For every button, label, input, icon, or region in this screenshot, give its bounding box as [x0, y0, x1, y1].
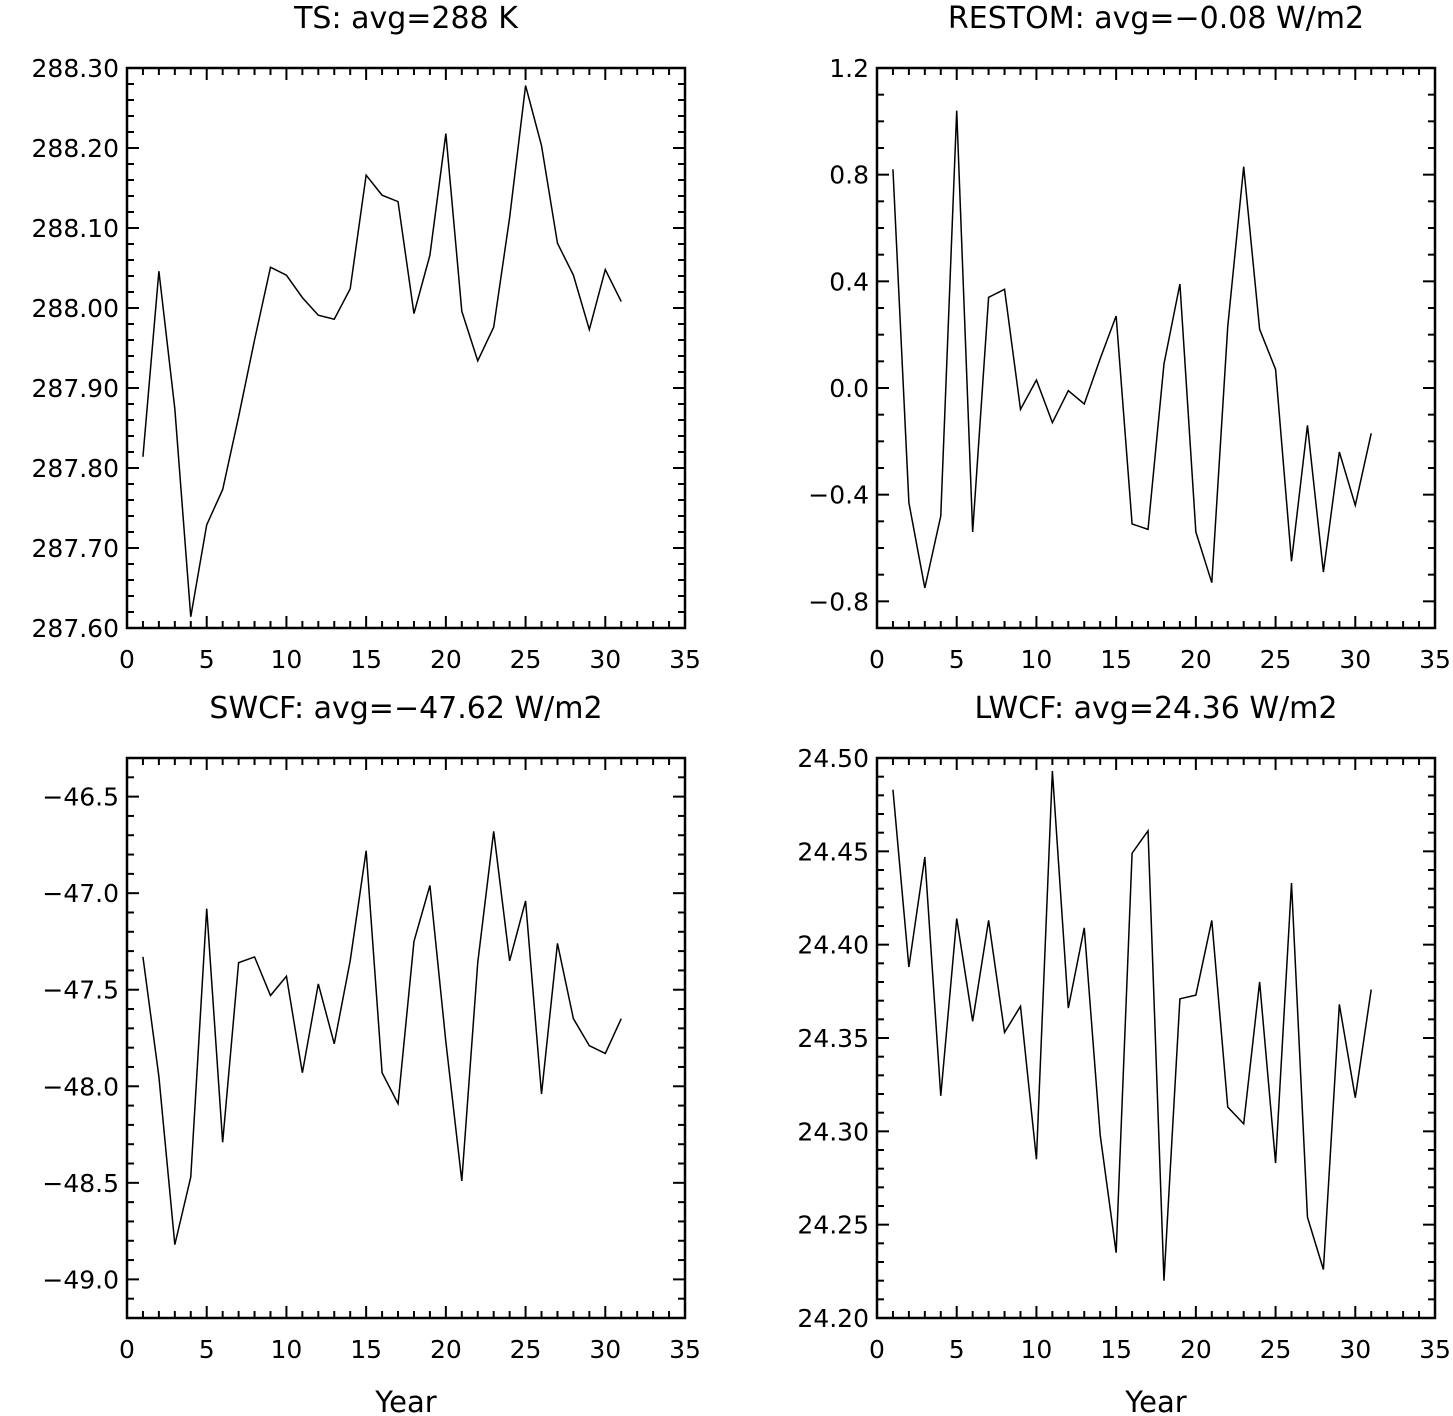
- restom-y-tick-label: 0.4: [829, 267, 869, 296]
- lwcf-x-axis-label: Year: [1124, 1385, 1186, 1416]
- lwcf-x-tick-label: 20: [1180, 1335, 1212, 1364]
- lwcf-title: LWCF: avg=24.36 W/m2: [975, 691, 1338, 726]
- lwcf-x-tick-label: 5: [949, 1335, 965, 1364]
- swcf-series-line: [142, 831, 622, 1245]
- lwcf-y-tick-label: 24.45: [797, 837, 869, 866]
- restom-x-tick-label: 10: [1021, 645, 1053, 674]
- ts-x-tick-label: 0: [119, 645, 135, 674]
- swcf-y-tick-label: −46.5: [42, 783, 119, 812]
- restom-series-line: [892, 110, 1372, 589]
- lwcf-y-tick-label: 24.50: [797, 744, 869, 773]
- restom-x-tick-label: 30: [1339, 645, 1371, 674]
- swcf-x-tick-label: 10: [271, 1335, 303, 1364]
- lwcf-x-tick-label: 35: [1419, 1335, 1451, 1364]
- lwcf-y-tick-label: 24.35: [797, 1024, 869, 1053]
- swcf-plot-frame: [125, 756, 687, 1320]
- swcf-x-tick-label: 5: [199, 1335, 215, 1364]
- ts-y-tick-label: 288.30: [32, 54, 119, 83]
- ts-y-tick-label: 288.20: [32, 134, 119, 163]
- restom-plot-frame: [875, 66, 1437, 630]
- ts-y-tick-label: 287.70: [32, 534, 119, 563]
- swcf-y-tick-label: −47.0: [42, 879, 119, 908]
- ts-x-tick-label: 30: [589, 645, 621, 674]
- swcf-x-tick-label: 20: [430, 1335, 462, 1364]
- lwcf-x-tick-label: 15: [1100, 1335, 1132, 1364]
- ts-x-tick-label: 5: [199, 645, 215, 674]
- restom-x-tick-label: 35: [1419, 645, 1451, 674]
- restom-x-tick-label: 0: [869, 645, 885, 674]
- swcf-x-tick-label: 0: [119, 1335, 135, 1364]
- ts-x-tick-label: 10: [271, 645, 303, 674]
- swcf-y-tick-label: −48.5: [42, 1169, 119, 1198]
- ts-y-tick-label: 288.10: [32, 214, 119, 243]
- restom-x-tick-label: 15: [1100, 645, 1132, 674]
- swcf-y-tick-label: −47.5: [42, 976, 119, 1005]
- lwcf-x-tick-label: 0: [869, 1335, 885, 1364]
- lwcf-y-tick-label: 24.30: [797, 1117, 869, 1146]
- lwcf-x-tick-label: 30: [1339, 1335, 1371, 1364]
- ts-y-tick-label: 287.90: [32, 374, 119, 403]
- swcf-x-tick-label: 30: [589, 1335, 621, 1364]
- swcf-y-tick-label: −48.0: [42, 1072, 119, 1101]
- ts-y-tick-label: 287.80: [32, 454, 119, 483]
- swcf-x-tick-label: 25: [510, 1335, 542, 1364]
- panel-lwcf: LWCF: avg=24.36 W/m2 0 5 10 15 20 25 30 35 24.20 2…: [797, 691, 1450, 1416]
- lwcf-x-tick-label: 25: [1260, 1335, 1292, 1364]
- ts-title: TS: avg=288 K: [293, 1, 519, 36]
- restom-x-tick-label: 5: [949, 645, 965, 674]
- restom-y-tick-label: 0.8: [829, 161, 869, 190]
- ts-x-tick-label: 15: [350, 645, 382, 674]
- lwcf-series-line: [892, 771, 1372, 1281]
- ts-plot-frame: [125, 66, 687, 630]
- lwcf-y-tick-label: 24.40: [797, 931, 869, 960]
- panel-swcf: SWCF: avg=−47.62 W/m2 0 5 10 15 20 25 30 35 −49.0…: [42, 691, 701, 1416]
- lwcf-x-tick-label: 10: [1021, 1335, 1053, 1364]
- restom-x-tick-label: 25: [1260, 645, 1292, 674]
- ts-y-tick-label: 287.60: [32, 614, 119, 643]
- restom-x-tick-label: 20: [1180, 645, 1212, 674]
- swcf-x-tick-label: 35: [669, 1335, 701, 1364]
- ts-y-tick-label: 288.00: [32, 294, 119, 323]
- swcf-x-tick-label: 15: [350, 1335, 382, 1364]
- ts-x-tick-label: 35: [669, 645, 701, 674]
- restom-y-tick-label: −0.8: [808, 587, 869, 616]
- swcf-title: SWCF: avg=−47.62 W/m2: [209, 691, 602, 726]
- restom-y-tick-label: −0.4: [808, 481, 869, 510]
- restom-y-tick-label: 1.2: [829, 54, 869, 83]
- lwcf-y-tick-label: 24.25: [797, 1211, 869, 1240]
- swcf-y-tick-label: −49.0: [42, 1265, 119, 1294]
- panel-restom: RESTOM: avg=−0.08 W/m2 0 5 10 15 20 25 30 35 −0.8…: [808, 1, 1451, 674]
- lwcf-y-tick-label: 24.20: [797, 1304, 869, 1333]
- ts-series-line: [142, 85, 622, 617]
- ts-x-tick-label: 25: [510, 645, 542, 674]
- panel-ts: TS: avg=288 K 0 5 10 15 20 25 30 35 287.60 287.70 2…: [32, 1, 701, 674]
- ts-x-tick-label: 20: [430, 645, 462, 674]
- restom-title: RESTOM: avg=−0.08 W/m2: [948, 1, 1364, 36]
- swcf-x-axis-label: Year: [374, 1385, 436, 1416]
- restom-y-tick-label: 0.0: [829, 374, 869, 403]
